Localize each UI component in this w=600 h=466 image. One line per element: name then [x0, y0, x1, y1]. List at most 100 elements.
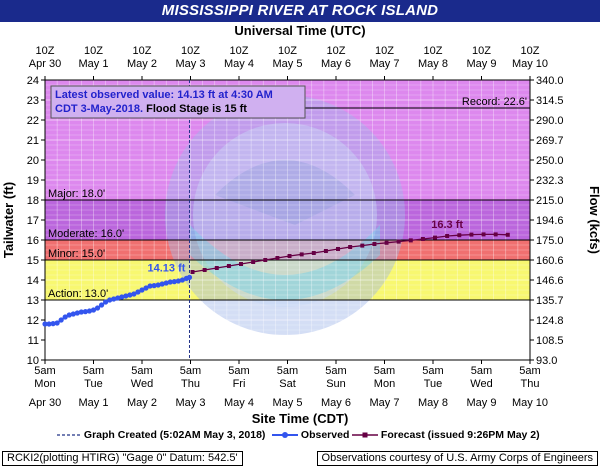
- bottom-tick-date: May 5: [273, 397, 303, 409]
- observed-point: [135, 289, 141, 295]
- bottom-tick-date: May 7: [370, 397, 400, 409]
- observed-point: [151, 283, 157, 289]
- forecast-point: [214, 266, 219, 270]
- observed-point: [159, 281, 165, 287]
- left-tick-label: 21: [27, 135, 39, 147]
- right-tick-label: 215.0: [536, 195, 564, 207]
- category-label-major: Major: 18.0': [48, 188, 105, 200]
- observed-point: [186, 274, 193, 280]
- bottom-tick-date: May 6: [321, 397, 351, 409]
- latest-observed-text: Latest observed value: 14.13 ft at 4:30 …: [55, 89, 273, 101]
- forecast-point: [493, 232, 498, 237]
- top-tick-time: 10Z: [36, 45, 55, 57]
- forecast-point: [396, 239, 401, 244]
- bottom-tick-date: Apr 30: [29, 397, 61, 409]
- top-tick-time: 10Z: [84, 45, 103, 57]
- bottom-tick-day: Sun: [326, 378, 346, 390]
- data-series: 14.13 ft 16.3 ft: [42, 80, 510, 360]
- forecast-point: [348, 245, 353, 249]
- gage-datum-footer: RCKI2(plotting HTIRG) "Gage 0" Datum: 54…: [2, 451, 243, 466]
- observed-point: [163, 280, 169, 286]
- observed-date-text: CDT 3-May-2018.: [55, 103, 143, 115]
- legend-graph-created: Graph Created (5:02AM May 3, 2018): [57, 428, 265, 442]
- observed-point: [107, 297, 113, 303]
- forecast-point: [408, 238, 413, 243]
- forecast-point: [372, 242, 377, 246]
- top-tick-time: 10Z: [424, 45, 443, 57]
- forecast-point: [336, 247, 341, 251]
- right-axis-ticks: 93.0 108.5 124.8 135.7 146.6 160.6 175.0 194.6 2…: [530, 75, 564, 367]
- bottom-tick-time: 5am: [471, 365, 492, 377]
- top-tick-time: 10Z: [181, 45, 200, 57]
- bottom-tick-time: 5am: [180, 365, 201, 377]
- observed-point: [155, 282, 161, 288]
- forecast-point: [263, 258, 268, 262]
- bottom-tick-time: 5am: [131, 365, 152, 377]
- chart-title: MISSISSIPPI RIVER AT ROCK ISLAND: [0, 0, 600, 22]
- bottom-tick-date: May 9: [467, 397, 497, 409]
- observed-point: [119, 294, 125, 300]
- top-tick-time: 10Z: [521, 45, 540, 57]
- bottom-tick-time: 5am: [228, 365, 249, 377]
- observed-point: [58, 317, 64, 323]
- flood-stage-value-text: Flood Stage is 15 ft: [143, 103, 247, 115]
- top-tick-date: May 5: [273, 58, 303, 70]
- left-tick-label: 20: [27, 155, 39, 167]
- bottom-tick-day: Mon: [374, 378, 395, 390]
- left-tick-label: 13: [27, 295, 39, 307]
- observed-point: [167, 279, 173, 285]
- observed-point: [62, 314, 68, 320]
- legend-observed: Observed: [272, 428, 349, 442]
- flood-category-lines: Record: 22.6' Major: 18.0' Moderate: 16.0'…: [45, 96, 530, 301]
- observed-point: [78, 309, 84, 315]
- bottom-tick-time: 5am: [277, 365, 298, 377]
- noaa-seal-bird: [215, 160, 355, 225]
- observed-point: [175, 278, 181, 284]
- left-tick-label: 16: [27, 235, 39, 247]
- legend-forecast: Forecast (issued 9:26PM May 2): [352, 428, 540, 442]
- bottom-tick-date: May 8: [418, 397, 448, 409]
- right-tick-label: 232.3: [536, 175, 564, 187]
- noaa-seal-disc: [165, 95, 405, 335]
- right-tick-label: 135.7: [536, 295, 564, 307]
- observed-point: [82, 309, 89, 315]
- observed-point: [86, 308, 93, 314]
- right-tick-label: 340.0: [536, 75, 564, 87]
- top-tick-date: May 7: [370, 58, 400, 70]
- forecast-point: [226, 264, 231, 268]
- left-tick-label: 14: [27, 275, 39, 287]
- bottom-tick-date: May 4: [224, 397, 254, 409]
- observed-point: [42, 321, 48, 327]
- bottom-tick-day: Tue: [424, 378, 443, 390]
- forecast-point: [239, 262, 244, 266]
- forecast-point: [505, 232, 510, 237]
- right-tick-label: 314.5: [536, 95, 564, 107]
- forecast-point: [384, 240, 389, 245]
- top-tick-time: 10Z: [375, 45, 394, 57]
- observed-point: [123, 293, 129, 299]
- observed-value-label: 14.13 ft: [147, 262, 185, 274]
- observed-point: [74, 310, 80, 316]
- observed-point: [115, 295, 121, 301]
- left-tick-label: 22: [27, 115, 39, 127]
- noaa-seal-wave: [190, 225, 380, 300]
- forecast-point: [445, 234, 450, 238]
- right-tick-label: 160.6: [536, 255, 564, 267]
- left-tick-label: 11: [28, 335, 39, 347]
- bottom-tick-day: Fri: [233, 378, 246, 390]
- bottom-tick-time: 5am: [519, 365, 540, 377]
- observed-point: [139, 287, 145, 293]
- bottom-tick-date: May 1: [79, 397, 109, 409]
- bottom-tick-day: Wed: [131, 378, 153, 390]
- bottom-tick-time: 5am: [83, 365, 104, 377]
- left-tick-label: 10: [27, 355, 39, 367]
- forecast-point: [420, 237, 425, 241]
- category-label-moderate: Moderate: 16.0': [48, 228, 124, 240]
- observed-point: [98, 302, 105, 308]
- left-tick-label: 12: [27, 315, 39, 327]
- right-tick-label: 194.6: [536, 215, 564, 227]
- top-tick-date: May 2: [127, 58, 157, 70]
- info-box: Latest observed value: 14.13 ft at 4:30 …: [50, 85, 306, 119]
